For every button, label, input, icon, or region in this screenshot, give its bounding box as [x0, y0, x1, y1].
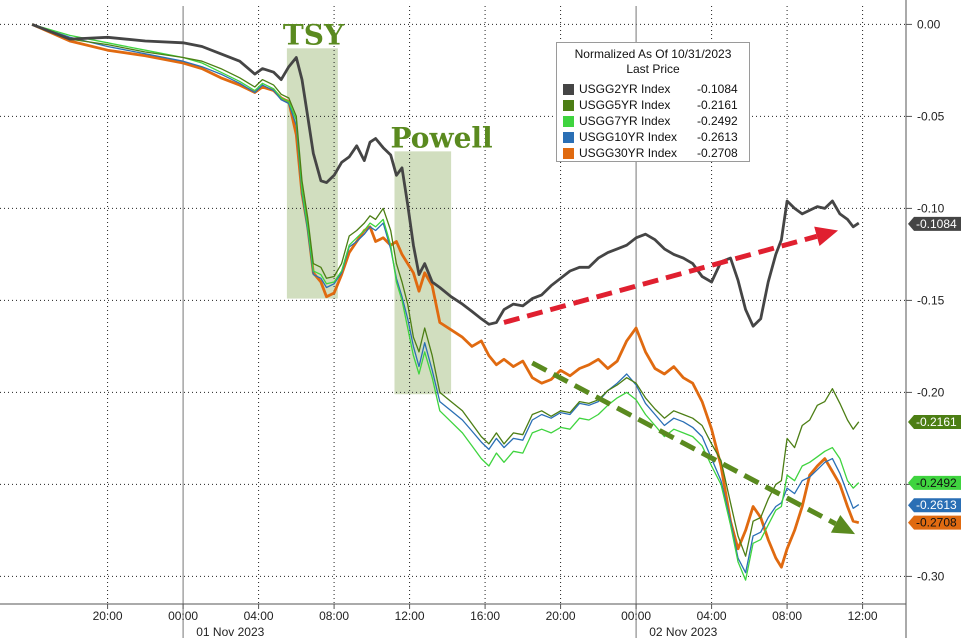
legend-series-name: USGG2YR Index [579, 82, 671, 96]
x-tick-label: 20:00 [546, 609, 576, 623]
legend-swatch [563, 115, 574, 127]
legend-swatch [563, 83, 574, 95]
last-value-tag: -0.2492 [908, 475, 961, 490]
highlight-regions [286, 48, 452, 395]
last-value-tag: -0.2613 [908, 498, 961, 513]
tag-value: -0.2492 [916, 476, 957, 490]
y-tick-label: -0.15 [917, 293, 945, 307]
y-tick-label: -0.30 [917, 569, 945, 583]
tag-value: -0.2161 [916, 415, 957, 429]
x-tick-label: 00:00 [168, 609, 198, 623]
tag-value: -0.2613 [916, 498, 957, 512]
annotation-label: TSY [283, 18, 345, 51]
last-value-tag: -0.2161 [908, 415, 961, 430]
legend-series-name: USGG7YR Index [579, 114, 671, 128]
legend-swatch [563, 147, 574, 159]
legend-entry-30yr: USGG30YR Index -0.2708 [557, 145, 749, 161]
trend-arrow-head [830, 514, 856, 535]
tag-value: -0.2708 [916, 516, 957, 530]
y-tick-label: -0.05 [917, 109, 945, 123]
legend-entry-2yr: USGG2YR Index -0.1084 [557, 81, 749, 97]
legend-swatch [563, 99, 574, 111]
y-tick-label: 0.00 [917, 17, 941, 31]
legend-series-value: -0.2492 [697, 114, 738, 128]
legend-series-value: -0.1084 [697, 82, 738, 96]
legend-entry-5yr: USGG5YR Index -0.2161 [557, 97, 749, 113]
legend-entry-7yr: USGG7YR Index -0.2492 [557, 113, 749, 129]
legend-series-value: -0.2708 [697, 146, 738, 160]
legend: Normalized As Of 10/31/2023 Last Price U… [556, 42, 750, 162]
legend-series-name: USGG5YR Index [579, 98, 671, 112]
y-tick-label: -0.20 [917, 385, 945, 399]
x-axis: 20:00 00:00 04:00 08:00 12:00 16:00 20:00 00:00… [0, 603, 906, 638]
last-value-tag: -0.2708 [908, 515, 961, 530]
tag-background [908, 475, 961, 490]
series-line [31, 23, 860, 328]
x-tick-label: 16:00 [470, 609, 500, 623]
highlight-region [394, 151, 452, 395]
x-tick-label: 08:00 [319, 609, 349, 623]
trend-arrows [503, 226, 856, 535]
x-tick-label: 00:00 [621, 609, 651, 623]
trend-arrow-shaft [503, 233, 818, 325]
legend-series-name: USGG30YR Index [579, 146, 678, 160]
last-value-tags: -0.1084 -0.2161 -0.2492 -0.2613 -0.2708 [908, 216, 961, 530]
legend-subtitle: Last Price [626, 62, 680, 76]
y-tick-label: -0.10 [917, 201, 945, 215]
series-line [31, 23, 860, 581]
legend-title: Normalized As Of 10/31/2023 [574, 47, 732, 61]
x-tick-label: 08:00 [772, 609, 802, 623]
x-tick-label: 12:00 [395, 609, 425, 623]
x-tick-label: 12:00 [848, 609, 878, 623]
date-label: 02 Nov 2023 [649, 625, 717, 638]
legend-series-value: -0.2161 [697, 98, 738, 112]
legend-swatch [563, 131, 574, 143]
legend-entry-10yr: USGG10YR Index -0.2613 [557, 129, 749, 145]
series-lines [31, 23, 860, 581]
tag-background [908, 498, 961, 513]
x-tick-label: 20:00 [93, 609, 123, 623]
trend-arrow-shaft [531, 360, 837, 526]
annotations: TSY Powell [283, 18, 493, 154]
tag-background [908, 216, 961, 231]
date-label: 01 Nov 2023 [196, 625, 264, 638]
legend-series-value: -0.2613 [697, 130, 738, 144]
annotation-label: Powell [390, 121, 492, 154]
series-line [31, 23, 860, 557]
last-value-tag: -0.1084 [908, 216, 961, 231]
tag-value: -0.1084 [916, 217, 957, 231]
tag-background [908, 515, 961, 530]
trend-arrow-head [814, 226, 839, 246]
legend-series-name: USGG10YR Index [579, 130, 678, 144]
x-tick-label: 04:00 [244, 609, 274, 623]
tag-background [908, 415, 961, 430]
x-tick-label: 04:00 [697, 609, 727, 623]
